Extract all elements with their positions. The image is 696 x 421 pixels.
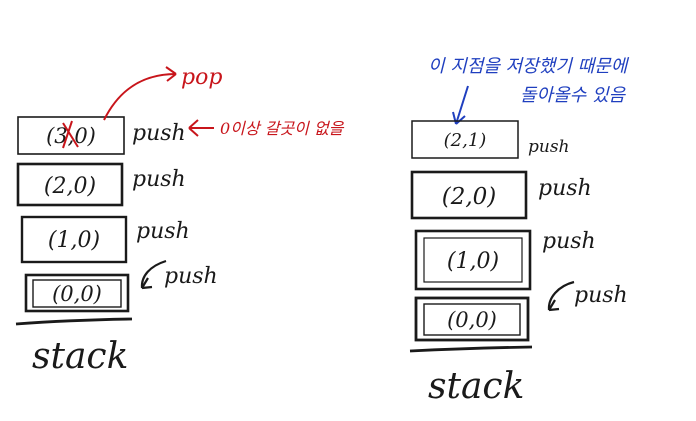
right-cell-1-0-label: (1,0) — [447, 249, 499, 274]
right-cell-0-0-inner — [423, 303, 521, 336]
right-push-curve-arrow-icon — [547, 280, 575, 312]
left-note-text: 0이상 갈곳이 없을 — [220, 119, 345, 138]
left-stack-base-line — [15, 317, 133, 326]
left-cell-1-0-label: (1,0) — [48, 228, 100, 253]
left-push-label-1: push — [132, 121, 186, 146]
right-cell-1-0 — [414, 229, 532, 291]
right-cell-0-0-label: (0,0) — [447, 308, 497, 332]
left-cell-0-0 — [24, 273, 130, 313]
left-push-label-2: push — [132, 167, 186, 192]
right-cell-2-0 — [410, 170, 528, 220]
right-push-label-2: push — [538, 176, 592, 201]
left-cell-2-0-label: (2,0) — [44, 174, 96, 199]
left-push-label-4: push — [164, 264, 218, 289]
left-note-arrow-icon — [188, 119, 214, 137]
right-cell-2-1 — [411, 120, 519, 159]
left-pop-arrow-icon — [103, 66, 177, 121]
right-stack-label: stack — [428, 366, 524, 407]
right-note-line-2: 돌아올수 있음 — [520, 85, 627, 106]
right-stack-base-line — [409, 345, 533, 353]
left-cell-1-0 — [20, 215, 128, 264]
right-push-label-3: push — [542, 229, 596, 254]
left-stack: (3,0) (2,0) (1,0) (0,0) push push push p… — [15, 65, 345, 377]
left-cell-3-0 — [17, 116, 125, 155]
left-push-label-3: push — [136, 219, 190, 244]
right-push-label-4: push — [574, 283, 628, 308]
right-cell-2-0-label: (2,0) — [442, 184, 497, 210]
left-cell-0-0-label: (0,0) — [52, 282, 102, 306]
right-stack: 이 지점을 저장했기 때문에 돌아올수 있음 (2,1) (2,0) (1,0)… — [409, 56, 630, 407]
right-cell-0-0 — [414, 296, 530, 342]
right-cell-1-0-inner — [423, 237, 523, 283]
right-note-arrow-icon — [452, 85, 469, 125]
left-push-curve-arrow-icon — [140, 259, 167, 290]
right-note-line-1: 이 지점을 저장했기 때문에 — [428, 56, 630, 77]
left-stack-label: stack — [32, 336, 128, 377]
right-cell-2-1-label: (2,1) — [444, 130, 487, 151]
right-push-label-1: push — [528, 137, 570, 157]
left-cell-2-0 — [16, 162, 124, 207]
left-cross-out-mark — [62, 120, 79, 149]
left-pop-label: pop — [181, 65, 222, 90]
left-cell-0-0-inner — [32, 279, 122, 308]
